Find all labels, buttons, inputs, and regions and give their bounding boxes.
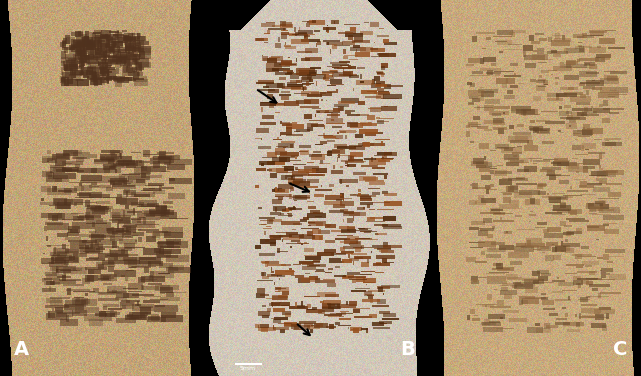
Text: 5mm: 5mm: [240, 367, 256, 371]
Text: A: A: [14, 340, 29, 359]
Text: B: B: [400, 340, 415, 359]
Text: C: C: [613, 340, 627, 359]
